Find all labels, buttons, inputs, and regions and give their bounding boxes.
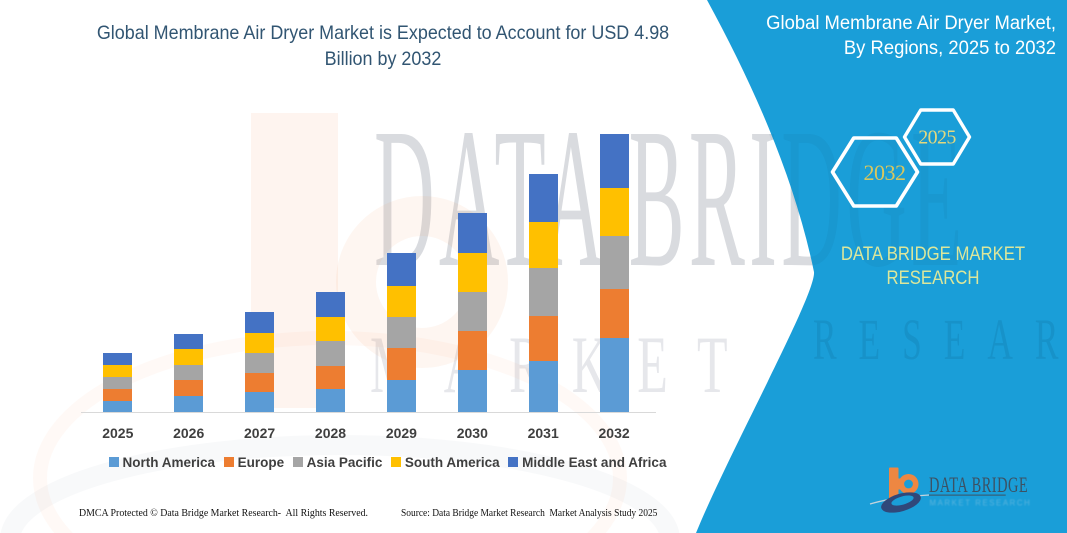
svg-text:DATA BRIDGE: DATA BRIDGE: [929, 473, 1028, 498]
svg-text:MARKET RESEARCH: MARKET RESEARCH: [930, 499, 1032, 508]
svg-text:2025: 2025: [918, 127, 956, 149]
svg-text:2032: 2032: [864, 160, 906, 185]
